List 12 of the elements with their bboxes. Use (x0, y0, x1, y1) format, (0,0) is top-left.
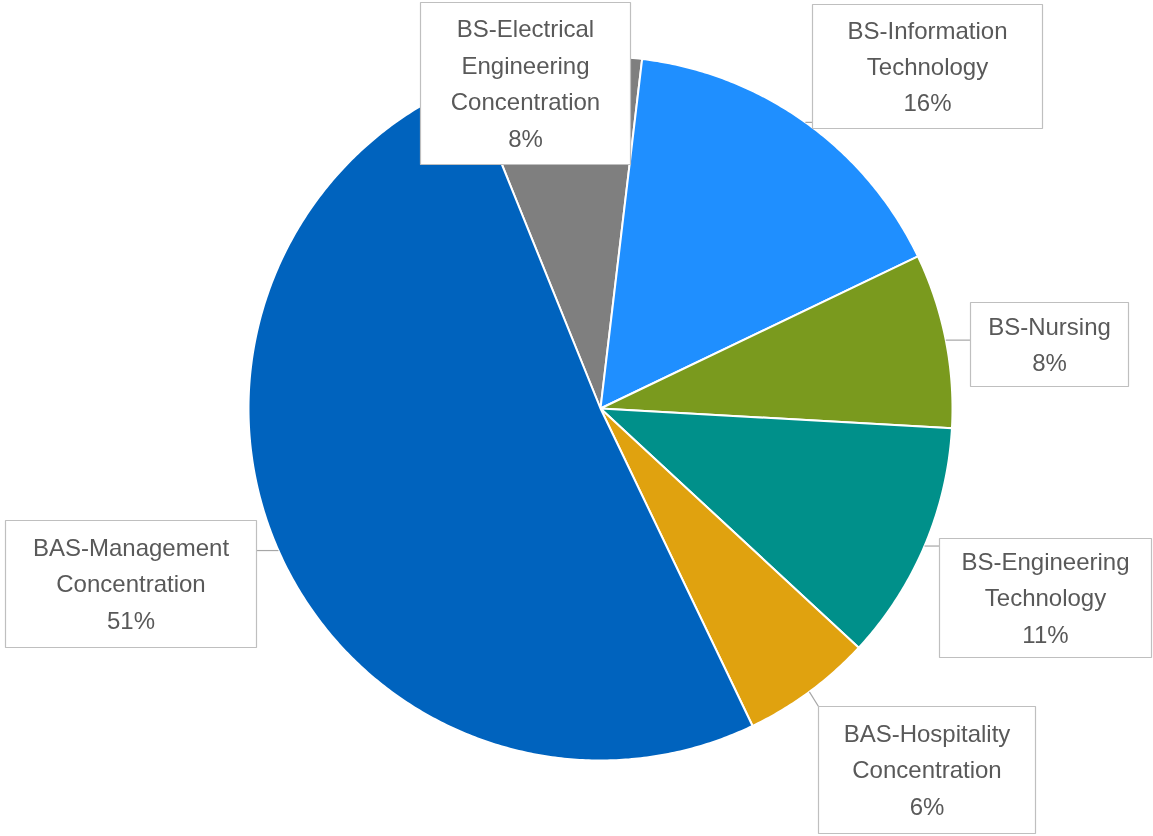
data-label: 16% (903, 89, 952, 117)
slice-label: BS-Electrical Engineering Concentration (450, 15, 601, 116)
slice-label: BS-Information Technology (847, 16, 1008, 80)
slice-label: BS-Engineering Technology (961, 548, 1130, 612)
data-label: 8% (1032, 349, 1067, 377)
slice-label: BAS-Management Concentration (32, 534, 230, 598)
data-label: 6% (909, 792, 945, 820)
data-label: 8% (508, 124, 543, 152)
slice-label: BS-Nursing (988, 312, 1111, 340)
data-label: 51% (106, 606, 156, 634)
data-label: 11% (1022, 620, 1069, 648)
slice-label: BAS-Hospitality Concentration (843, 720, 1011, 784)
